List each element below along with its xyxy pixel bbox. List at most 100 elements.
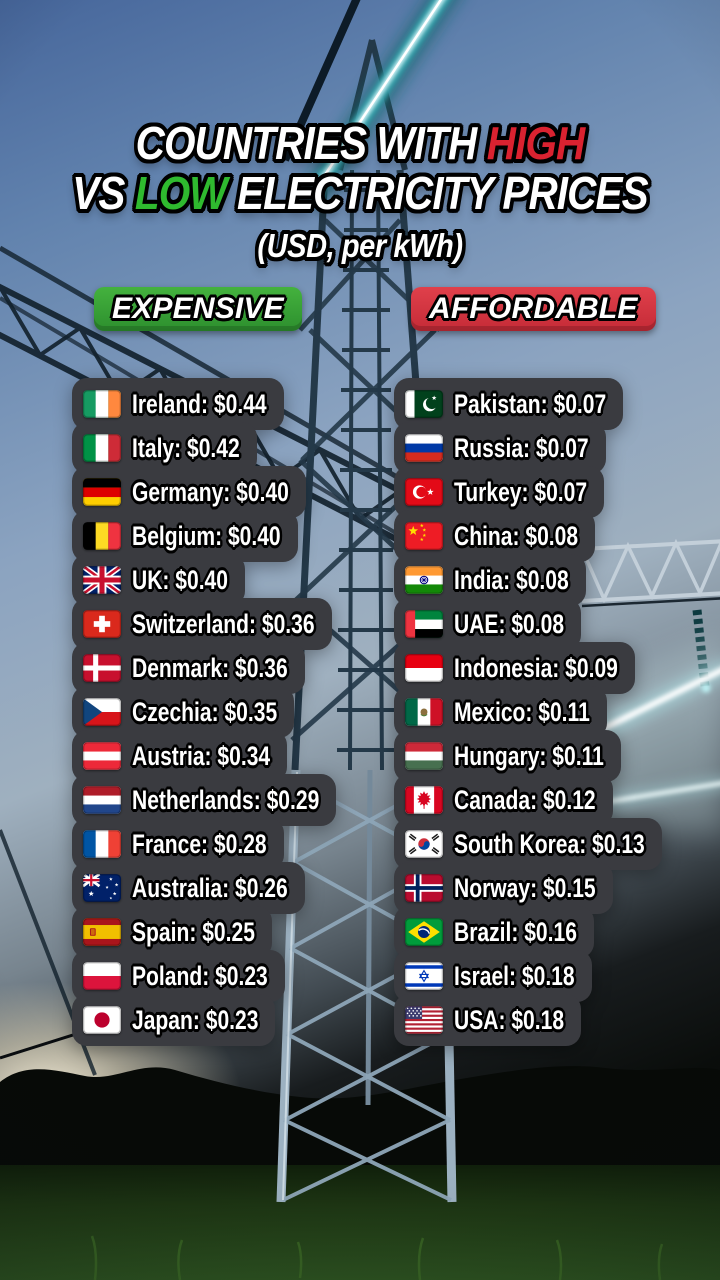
country-price-label: Indonesia: $0.09 xyxy=(454,653,618,683)
country-price-label: Poland: $0.23 xyxy=(132,961,268,991)
flag-turkey-icon xyxy=(405,478,443,506)
country-price-label: Germany: $0.40 xyxy=(132,477,289,507)
country-row-australia: Australia: $0.26 xyxy=(72,862,305,914)
flag-canada-icon xyxy=(405,786,443,814)
flag-israel-icon xyxy=(405,962,443,990)
country-price-label: Israel: $0.18 xyxy=(454,961,575,991)
country-row-hungary: Hungary: $0.11 xyxy=(394,730,621,782)
country-price-label: India: $0.08 xyxy=(454,565,569,595)
flag-germany-icon xyxy=(83,478,121,506)
flag-spain-icon xyxy=(83,918,121,946)
country-price-label: Spain: $0.25 xyxy=(132,917,255,947)
country-price-label: Japan: $0.23 xyxy=(132,1005,259,1035)
country-price-label: Czechia: $0.35 xyxy=(132,697,278,727)
flag-switzerland-icon xyxy=(83,610,121,638)
country-price-label: Austria: $0.34 xyxy=(132,741,271,771)
title-line2-post: ELECTRICITY PRICES xyxy=(226,167,649,219)
country-price-label: China: $0.08 xyxy=(454,521,579,551)
flag-hungary-icon xyxy=(405,742,443,770)
flag-usa-icon xyxy=(405,1006,443,1034)
country-price-label: South Korea: $0.13 xyxy=(454,829,645,859)
flag-belgium-icon xyxy=(83,522,121,550)
flag-italy-icon xyxy=(83,434,121,462)
title-line1-text: COUNTRIES WITH xyxy=(135,117,487,169)
country-row-denmark: Denmark: $0.36 xyxy=(72,642,305,694)
country-row-usa: USA: $0.18 xyxy=(394,994,582,1046)
country-row-belgium: Belgium: $0.40 xyxy=(72,510,298,562)
country-price-label: UAE: $0.08 xyxy=(454,609,565,639)
country-row-turkey: Turkey: $0.07 xyxy=(394,466,604,518)
affordable-badge: AFFORDABLE xyxy=(411,287,656,331)
country-row-netherlands: Netherlands: $0.29 xyxy=(72,774,337,826)
country-price-label: Italy: $0.42 xyxy=(132,433,240,463)
flag-france-icon xyxy=(83,830,121,858)
country-row-poland: Poland: $0.23 xyxy=(72,950,285,1002)
country-row-austria: Austria: $0.34 xyxy=(72,730,288,782)
country-row-mexico: Mexico: $0.11 xyxy=(394,686,607,738)
country-row-brazil: Brazil: $0.16 xyxy=(394,906,594,958)
country-row-canada: Canada: $0.12 xyxy=(394,774,613,826)
country-price-label: UK: $0.40 xyxy=(132,565,228,595)
title-line2-highlight-low: LOW xyxy=(134,167,228,219)
country-row-russia: Russia: $0.07 xyxy=(394,422,606,474)
country-row-switzerland: Switzerland: $0.36 xyxy=(72,598,332,650)
flag-china-icon xyxy=(405,522,443,550)
country-row-south_korea: South Korea: $0.13 xyxy=(394,818,662,870)
country-price-label: Norway: $0.15 xyxy=(454,873,596,903)
country-row-france: France: $0.28 xyxy=(72,818,284,870)
flag-russia-icon xyxy=(405,434,443,462)
flag-pakistan-icon xyxy=(405,390,443,418)
country-row-norway: Norway: $0.15 xyxy=(394,862,613,914)
title-line-1: COUNTRIES WITH HIGH xyxy=(43,116,677,170)
country-row-spain: Spain: $0.25 xyxy=(72,906,272,958)
flag-norway-icon xyxy=(405,874,443,902)
country-row-ireland: Ireland: $0.44 xyxy=(72,378,284,430)
flag-australia-icon xyxy=(83,874,121,902)
country-price-label: Brazil: $0.16 xyxy=(454,917,577,947)
flag-czechia-icon xyxy=(83,698,121,726)
flag-south_korea-icon xyxy=(405,830,443,858)
country-price-label: Ireland: $0.44 xyxy=(132,389,267,419)
expensive-country-list: Ireland: $0.44 Italy: $0.42 Germany: $0.40… xyxy=(72,378,337,1046)
country-row-china: China: $0.08 xyxy=(394,510,596,562)
country-price-label: France: $0.28 xyxy=(132,829,267,859)
title-line2-pre: VS xyxy=(72,167,135,219)
flag-japan-icon xyxy=(83,1006,121,1034)
country-row-germany: Germany: $0.40 xyxy=(72,466,306,518)
title-line-2: VS LOW ELECTRICITY PRICES xyxy=(43,166,677,220)
country-price-label: Belgium: $0.40 xyxy=(132,521,281,551)
country-price-label: Denmark: $0.36 xyxy=(132,653,288,683)
flag-mexico-icon xyxy=(405,698,443,726)
flag-ireland-icon xyxy=(83,390,121,418)
flag-poland-icon xyxy=(83,962,121,990)
country-row-italy: Italy: $0.42 xyxy=(72,422,257,474)
country-row-israel: Israel: $0.18 xyxy=(394,950,592,1002)
flag-netherlands-icon xyxy=(83,786,121,814)
country-price-label: Switzerland: $0.36 xyxy=(132,609,315,639)
flag-uae-icon xyxy=(405,610,443,638)
country-price-label: Pakistan: $0.07 xyxy=(454,389,607,419)
country-price-label: Turkey: $0.07 xyxy=(454,477,588,507)
flag-brazil-icon xyxy=(405,918,443,946)
title-subtitle: (USD, per kWh) xyxy=(257,227,463,264)
country-row-india: India: $0.08 xyxy=(394,554,586,606)
country-row-uk: UK: $0.40 xyxy=(72,554,246,606)
country-price-label: Hungary: $0.11 xyxy=(454,741,604,771)
country-price-label: Netherlands: $0.29 xyxy=(132,785,320,815)
country-price-label: Mexico: $0.11 xyxy=(454,697,590,727)
flag-austria-icon xyxy=(83,742,121,770)
flag-uk-icon xyxy=(83,566,121,594)
title-line1-highlight-high: HIGH xyxy=(486,117,586,169)
country-row-uae: UAE: $0.08 xyxy=(394,598,582,650)
country-price-label: Russia: $0.07 xyxy=(454,433,589,463)
flag-india-icon xyxy=(405,566,443,594)
country-row-indonesia: Indonesia: $0.09 xyxy=(394,642,635,694)
expensive-badge: EXPENSIVE xyxy=(94,287,302,331)
flag-indonesia-icon xyxy=(405,654,443,682)
country-row-czechia: Czechia: $0.35 xyxy=(72,686,295,738)
flag-denmark-icon xyxy=(83,654,121,682)
country-row-japan: Japan: $0.23 xyxy=(72,994,276,1046)
country-row-pakistan: Pakistan: $0.07 xyxy=(394,378,624,430)
country-price-label: Australia: $0.26 xyxy=(132,873,288,903)
